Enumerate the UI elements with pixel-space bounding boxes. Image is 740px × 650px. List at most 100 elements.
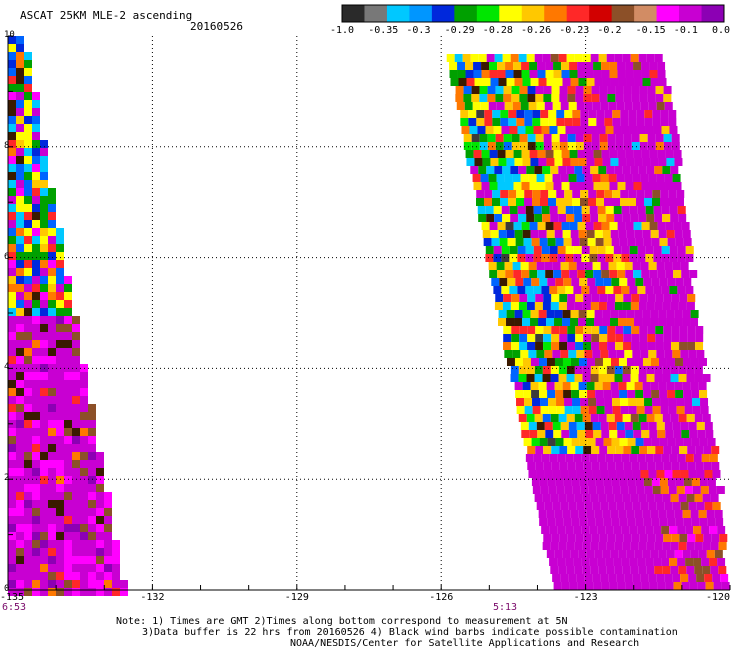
swath-cell xyxy=(649,62,658,70)
swath-cell xyxy=(532,198,541,206)
swath-cell xyxy=(663,446,672,454)
swath-cell xyxy=(695,462,704,470)
swath-cell xyxy=(562,550,571,558)
swath-cell xyxy=(660,118,669,126)
swath-cell xyxy=(624,502,633,510)
swath-cell xyxy=(536,502,545,510)
swath-cell xyxy=(670,414,679,422)
swath-cell xyxy=(564,198,573,206)
swath-cell xyxy=(80,420,88,428)
swath-cell xyxy=(596,190,605,198)
swath-cell xyxy=(513,150,522,158)
swath-cell xyxy=(603,478,612,486)
swath-cell xyxy=(707,438,716,446)
swath-cell xyxy=(551,342,560,350)
swath-cell xyxy=(511,334,520,342)
swath-cell xyxy=(544,422,553,430)
swath-cell xyxy=(80,588,88,596)
swath-cell xyxy=(40,212,48,220)
swath-cell xyxy=(610,382,619,390)
swath-cell xyxy=(583,86,592,94)
swath-cell xyxy=(507,278,516,286)
swath-cell xyxy=(32,452,40,460)
swath-cell xyxy=(104,524,112,532)
swath-cell xyxy=(458,78,467,86)
swath-cell xyxy=(24,60,32,68)
swath-cell xyxy=(702,494,711,502)
swath-cell xyxy=(513,270,522,278)
swath-cell xyxy=(64,388,72,396)
swath-cell xyxy=(496,102,505,110)
swath-cell xyxy=(601,62,610,70)
swath-cell xyxy=(663,326,672,334)
swath-map xyxy=(7,35,731,596)
swath-cell xyxy=(538,382,547,390)
swath-cell xyxy=(662,414,671,422)
swath-cell xyxy=(688,502,697,510)
swath-cell xyxy=(577,150,586,158)
swath-cell xyxy=(40,268,48,276)
swath-cell xyxy=(698,550,707,558)
swath-cell xyxy=(647,334,656,342)
swath-cell xyxy=(546,510,555,518)
swath-cell xyxy=(535,446,544,454)
swath-cell xyxy=(606,542,615,550)
swath-cell xyxy=(657,222,666,230)
swath-cell xyxy=(88,516,96,524)
swath-cell xyxy=(522,78,531,86)
swath-cell xyxy=(561,430,570,438)
swath-cell xyxy=(573,526,582,534)
swath-cell xyxy=(563,518,572,526)
swath-cell xyxy=(527,86,536,94)
swath-cell xyxy=(675,278,684,286)
swath-cell xyxy=(554,318,563,326)
swath-cell xyxy=(40,180,48,188)
swath-cell xyxy=(658,78,667,86)
swath-cell xyxy=(714,510,723,518)
swath-cell xyxy=(490,78,499,86)
swath-cell xyxy=(660,398,669,406)
swath-cell xyxy=(690,550,699,558)
swath-cell xyxy=(524,110,533,118)
swath-cell xyxy=(32,548,40,556)
swath-cell xyxy=(587,478,596,486)
swath-cell xyxy=(521,62,530,70)
swath-cell xyxy=(673,150,682,158)
swath-cell xyxy=(668,110,677,118)
swath-cell xyxy=(651,478,660,486)
swath-cell xyxy=(717,526,726,534)
swath-cell xyxy=(621,286,630,294)
swath-cell xyxy=(665,430,674,438)
swath-cell xyxy=(597,246,606,254)
swath-cell xyxy=(602,510,611,518)
swath-cell xyxy=(584,470,593,478)
swath-cell xyxy=(656,470,665,478)
swath-cell xyxy=(506,78,515,86)
swath-cell xyxy=(606,374,615,382)
swath-cell xyxy=(592,262,601,270)
swath-cell xyxy=(8,236,16,244)
swath-cell xyxy=(662,166,671,174)
swath-cell xyxy=(8,492,16,500)
swath-cell xyxy=(64,524,72,532)
swath-cell xyxy=(601,582,610,590)
swath-cell xyxy=(32,516,40,524)
swath-cell xyxy=(578,510,587,518)
swath-cell xyxy=(610,550,619,558)
swath-cell xyxy=(612,198,621,206)
swath-cell xyxy=(8,548,16,556)
swath-cell xyxy=(32,500,40,508)
swath-cell xyxy=(611,278,620,286)
swath-cell xyxy=(598,366,607,374)
swath-cell xyxy=(673,430,682,438)
swath-cell xyxy=(655,326,664,334)
swath-cell xyxy=(489,62,498,70)
swath-cell xyxy=(72,444,80,452)
swath-cell xyxy=(465,150,474,158)
swath-cell xyxy=(48,316,56,324)
swath-cell xyxy=(64,452,72,460)
swath-cell xyxy=(621,454,630,462)
swath-cell xyxy=(112,572,120,580)
swath-cell xyxy=(549,254,558,262)
swath-cell xyxy=(615,142,624,150)
